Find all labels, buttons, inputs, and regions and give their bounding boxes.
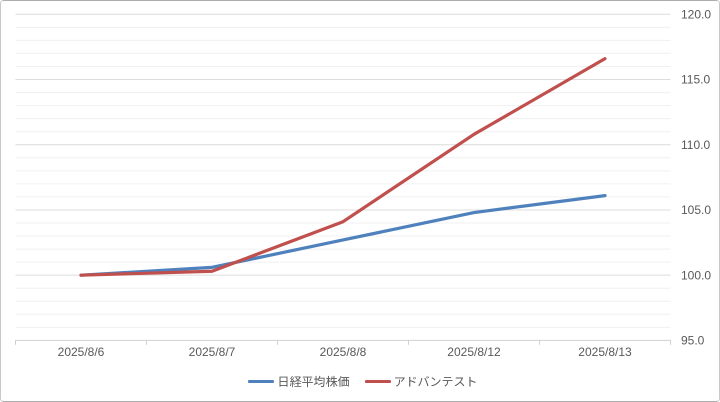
legend-item-advantest[interactable]: アドバンテスト (364, 373, 478, 390)
x-axis-label: 2025/8/8 (320, 345, 367, 359)
y-axis-label: 105.0 (681, 203, 711, 217)
x-axis-label: 2025/8/13 (578, 345, 632, 359)
y-axis-label: 95.0 (681, 334, 705, 348)
chart-legend: 日経平均株価 アドバンテスト (3, 373, 720, 390)
y-axis-label: 100.0 (681, 268, 711, 282)
x-axis-label: 2025/8/12 (447, 345, 501, 359)
legend-label-nikkei: 日経平均株価 (277, 373, 350, 390)
series-line-advantest[interactable] (79, 57, 607, 277)
x-axis-label: 2025/8/7 (189, 345, 236, 359)
legend-label-advantest: アドバンテスト (393, 373, 478, 390)
y-axis-label: 110.0 (681, 138, 710, 152)
y-axis-label: 120.0 (681, 8, 711, 22)
series-line-nikkei[interactable] (79, 194, 607, 277)
legend-item-nikkei[interactable]: 日経平均株価 (248, 373, 350, 390)
y-axis-label: 115.0 (681, 73, 710, 87)
x-axis-label: 2025/8/6 (58, 345, 105, 359)
legend-swatch-advantest-line (364, 380, 391, 383)
legend-swatch-nikkei-line (248, 380, 275, 383)
